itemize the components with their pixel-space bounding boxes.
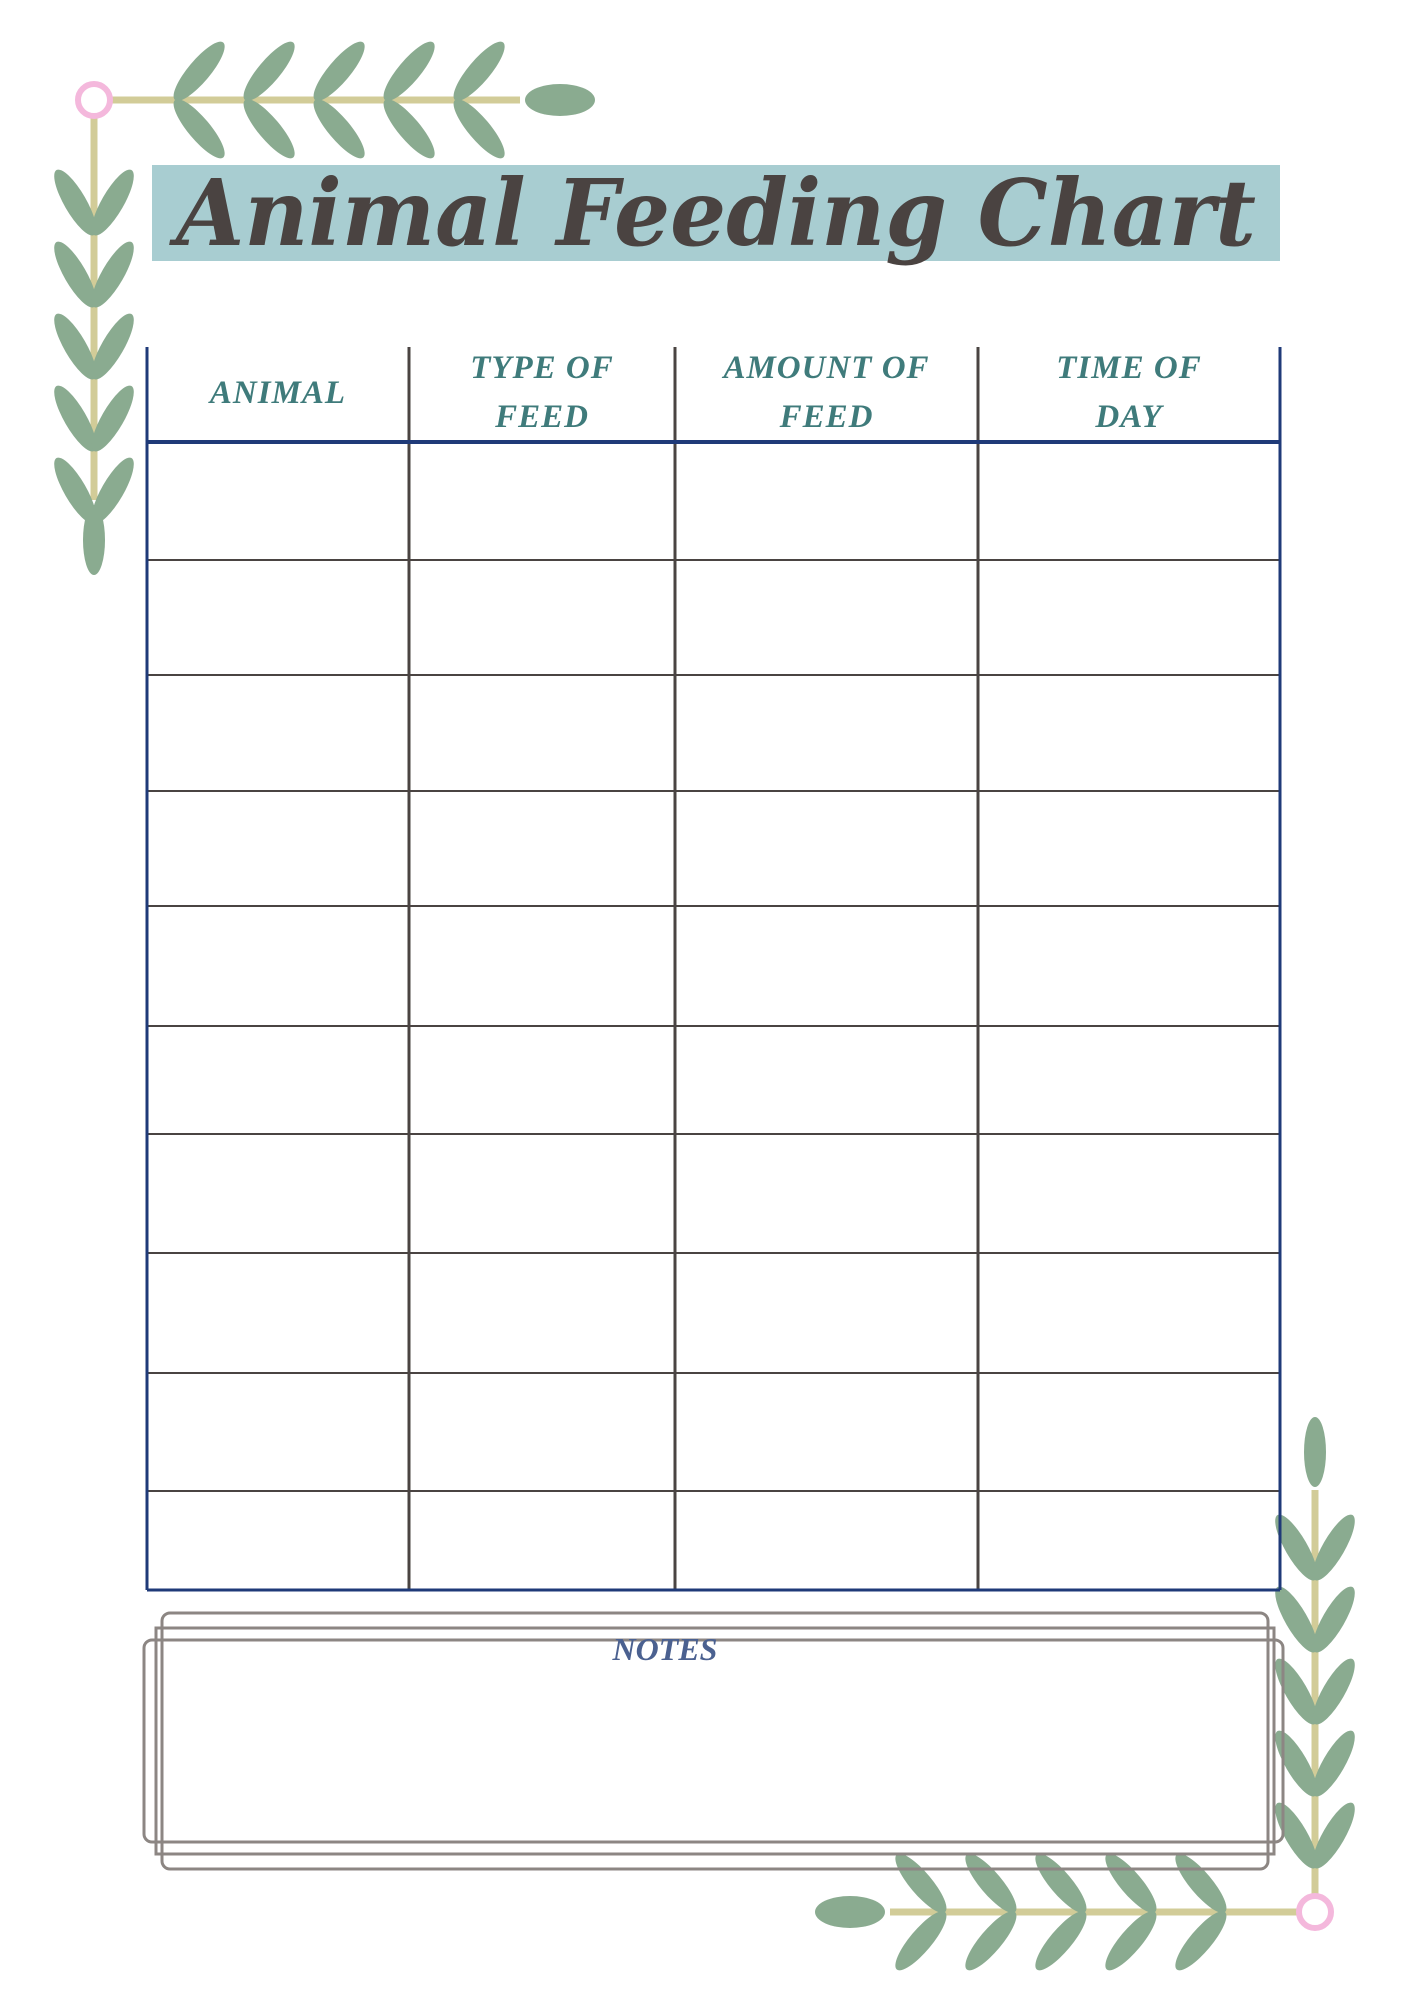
table-row[interactable] <box>147 560 1280 675</box>
leaf-icon <box>173 99 225 159</box>
leaf-icon <box>1035 1853 1087 1913</box>
page-title: Animal Feeding Chart <box>168 159 1256 267</box>
table-row[interactable] <box>147 442 1280 560</box>
leaf-icon <box>1275 1730 1318 1797</box>
leaf-icon <box>91 385 134 452</box>
table-row[interactable] <box>147 1026 1280 1134</box>
leaf-icon <box>91 457 134 524</box>
column-header: ANIMAL <box>208 375 346 411</box>
leaf-icon <box>383 41 435 101</box>
table-row[interactable] <box>147 1134 1280 1253</box>
leaf-icon <box>1175 1911 1227 1971</box>
leaf-icon <box>1312 1658 1355 1725</box>
leaf-icon <box>1175 1853 1227 1913</box>
leaf-icon <box>243 99 295 159</box>
leaf-icon <box>895 1853 947 1913</box>
column-header: TIME OF <box>1056 350 1201 386</box>
table-row[interactable] <box>147 1373 1280 1491</box>
leaf-icon <box>453 99 505 159</box>
leaf-icon <box>815 1896 885 1928</box>
leaf-icon <box>895 1911 947 1971</box>
leaf-icon <box>54 457 97 524</box>
ring-icon <box>1296 1893 1334 1931</box>
leaf-icon <box>1105 1853 1157 1913</box>
table-row[interactable] <box>147 791 1280 906</box>
leaf-icon <box>313 99 365 159</box>
notes-label: NOTES <box>612 1631 718 1667</box>
leaf-icon <box>54 313 97 380</box>
leaf-icon <box>525 84 595 116</box>
column-header: DAY <box>1094 399 1164 435</box>
leaf-icon <box>91 313 134 380</box>
leaf-icon <box>54 241 97 308</box>
column-header: FEED <box>779 399 874 435</box>
leaf-icon <box>1312 1514 1355 1581</box>
table-row[interactable] <box>147 1491 1280 1590</box>
leaf-icon <box>453 41 505 101</box>
leaf-icon <box>91 169 134 236</box>
table-row[interactable] <box>147 675 1280 791</box>
ring-icon <box>75 81 113 119</box>
leaf-icon <box>1312 1802 1355 1869</box>
leaf-icon <box>313 41 365 101</box>
leaf-icon <box>1312 1586 1355 1653</box>
leaf-icon <box>1105 1911 1157 1971</box>
leaf-icon <box>1275 1658 1318 1725</box>
column-header: TYPE OF <box>470 350 614 386</box>
table-row[interactable] <box>147 1253 1280 1373</box>
leaf-icon <box>1304 1417 1326 1487</box>
leaf-icon <box>54 385 97 452</box>
leaf-icon <box>54 169 97 236</box>
leaf-icon <box>1275 1802 1318 1869</box>
column-header: FEED <box>494 399 589 435</box>
leaf-icon <box>1035 1911 1087 1971</box>
title-band <box>152 165 1280 261</box>
leaf-vine-decoration <box>54 41 1355 1971</box>
notes-frame <box>142 1611 1285 1871</box>
feeding-table: ANIMAL TYPE OF FEED AMOUNT OF FEED TIME OF DAY <box>145 347 1282 1592</box>
leaf-icon <box>243 41 295 101</box>
leaf-icon <box>965 1911 1017 1971</box>
leaf-icon <box>383 99 435 159</box>
leaf-icon <box>91 241 134 308</box>
leaf-icon <box>1312 1730 1355 1797</box>
column-header: AMOUNT OF <box>721 350 929 386</box>
leaf-icon <box>1275 1514 1318 1581</box>
leaf-icon <box>83 505 105 575</box>
leaf-icon <box>1275 1586 1318 1653</box>
leaf-icon <box>965 1853 1017 1913</box>
table-row[interactable] <box>147 906 1280 1026</box>
leaf-icon <box>173 41 225 101</box>
